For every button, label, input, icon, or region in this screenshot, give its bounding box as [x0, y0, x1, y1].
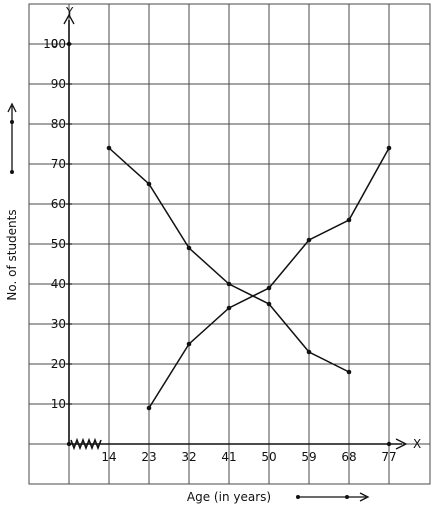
- origin-point: [66, 441, 72, 447]
- x-tick-labels: 14 23 32 41 50 59 68 77: [101, 450, 396, 464]
- y-tick-label: 40: [51, 277, 66, 291]
- series-group: [106, 145, 392, 411]
- y-tick-label: 80: [51, 117, 66, 131]
- y-tick-label: 90: [51, 77, 66, 91]
- series-1-point: [346, 369, 352, 375]
- series-2-point: [306, 237, 312, 243]
- y-tick-label: 100: [43, 37, 66, 51]
- series-2-point: [266, 285, 272, 291]
- x-tick-label: 50: [261, 450, 276, 464]
- x-tick-label: 41: [221, 450, 236, 464]
- y-tick-label: 10: [51, 397, 66, 411]
- x-axis-letter: X: [413, 437, 421, 451]
- x-axis-label: Age (in years): [187, 490, 271, 504]
- grid: [28, 4, 430, 484]
- x-tick-label: 14: [101, 450, 116, 464]
- y-axis-label: No. of students: [5, 209, 19, 300]
- y-direction-arrow: [7, 102, 17, 174]
- series-1-point: [146, 181, 152, 187]
- axis-break-zigzag: [70, 437, 102, 451]
- series-2-point: [386, 145, 392, 151]
- y-tick-label: 20: [51, 357, 66, 371]
- x-tick-label: 68: [341, 450, 356, 464]
- y-tick-label: 70: [51, 157, 66, 171]
- y-tick-label: 60: [51, 197, 66, 211]
- series-2-point: [226, 305, 232, 311]
- series-1-point: [186, 245, 192, 251]
- axes: X Y 0: [51, 5, 421, 451]
- y-tick-label: 30: [51, 317, 66, 331]
- series-2-point: [146, 405, 152, 411]
- y-tick-label: 50: [51, 237, 66, 251]
- series-2-point: [346, 217, 352, 223]
- x-direction-arrow: [296, 492, 370, 502]
- origin-label: 0: [51, 37, 58, 50]
- x-axis-arrowhead: [395, 438, 408, 450]
- y-axis-letter: Y: [65, 5, 74, 19]
- x-tick-label: 77: [381, 450, 396, 464]
- series-1-point: [306, 349, 312, 355]
- y-axis-arrowhead: [63, 13, 75, 25]
- x-tick-label: 32: [181, 450, 196, 464]
- x-axis-end-point: [386, 441, 392, 447]
- series-1-point: [106, 145, 112, 151]
- y-tick-labels: 10 20 30 40 50 60 70 80 90 100: [43, 37, 72, 411]
- series-1-point: [226, 281, 232, 287]
- series-2-point: [186, 341, 192, 347]
- series-1-point: [266, 301, 272, 307]
- x-tick-label: 59: [301, 450, 316, 464]
- x-tick-label: 23: [141, 450, 156, 464]
